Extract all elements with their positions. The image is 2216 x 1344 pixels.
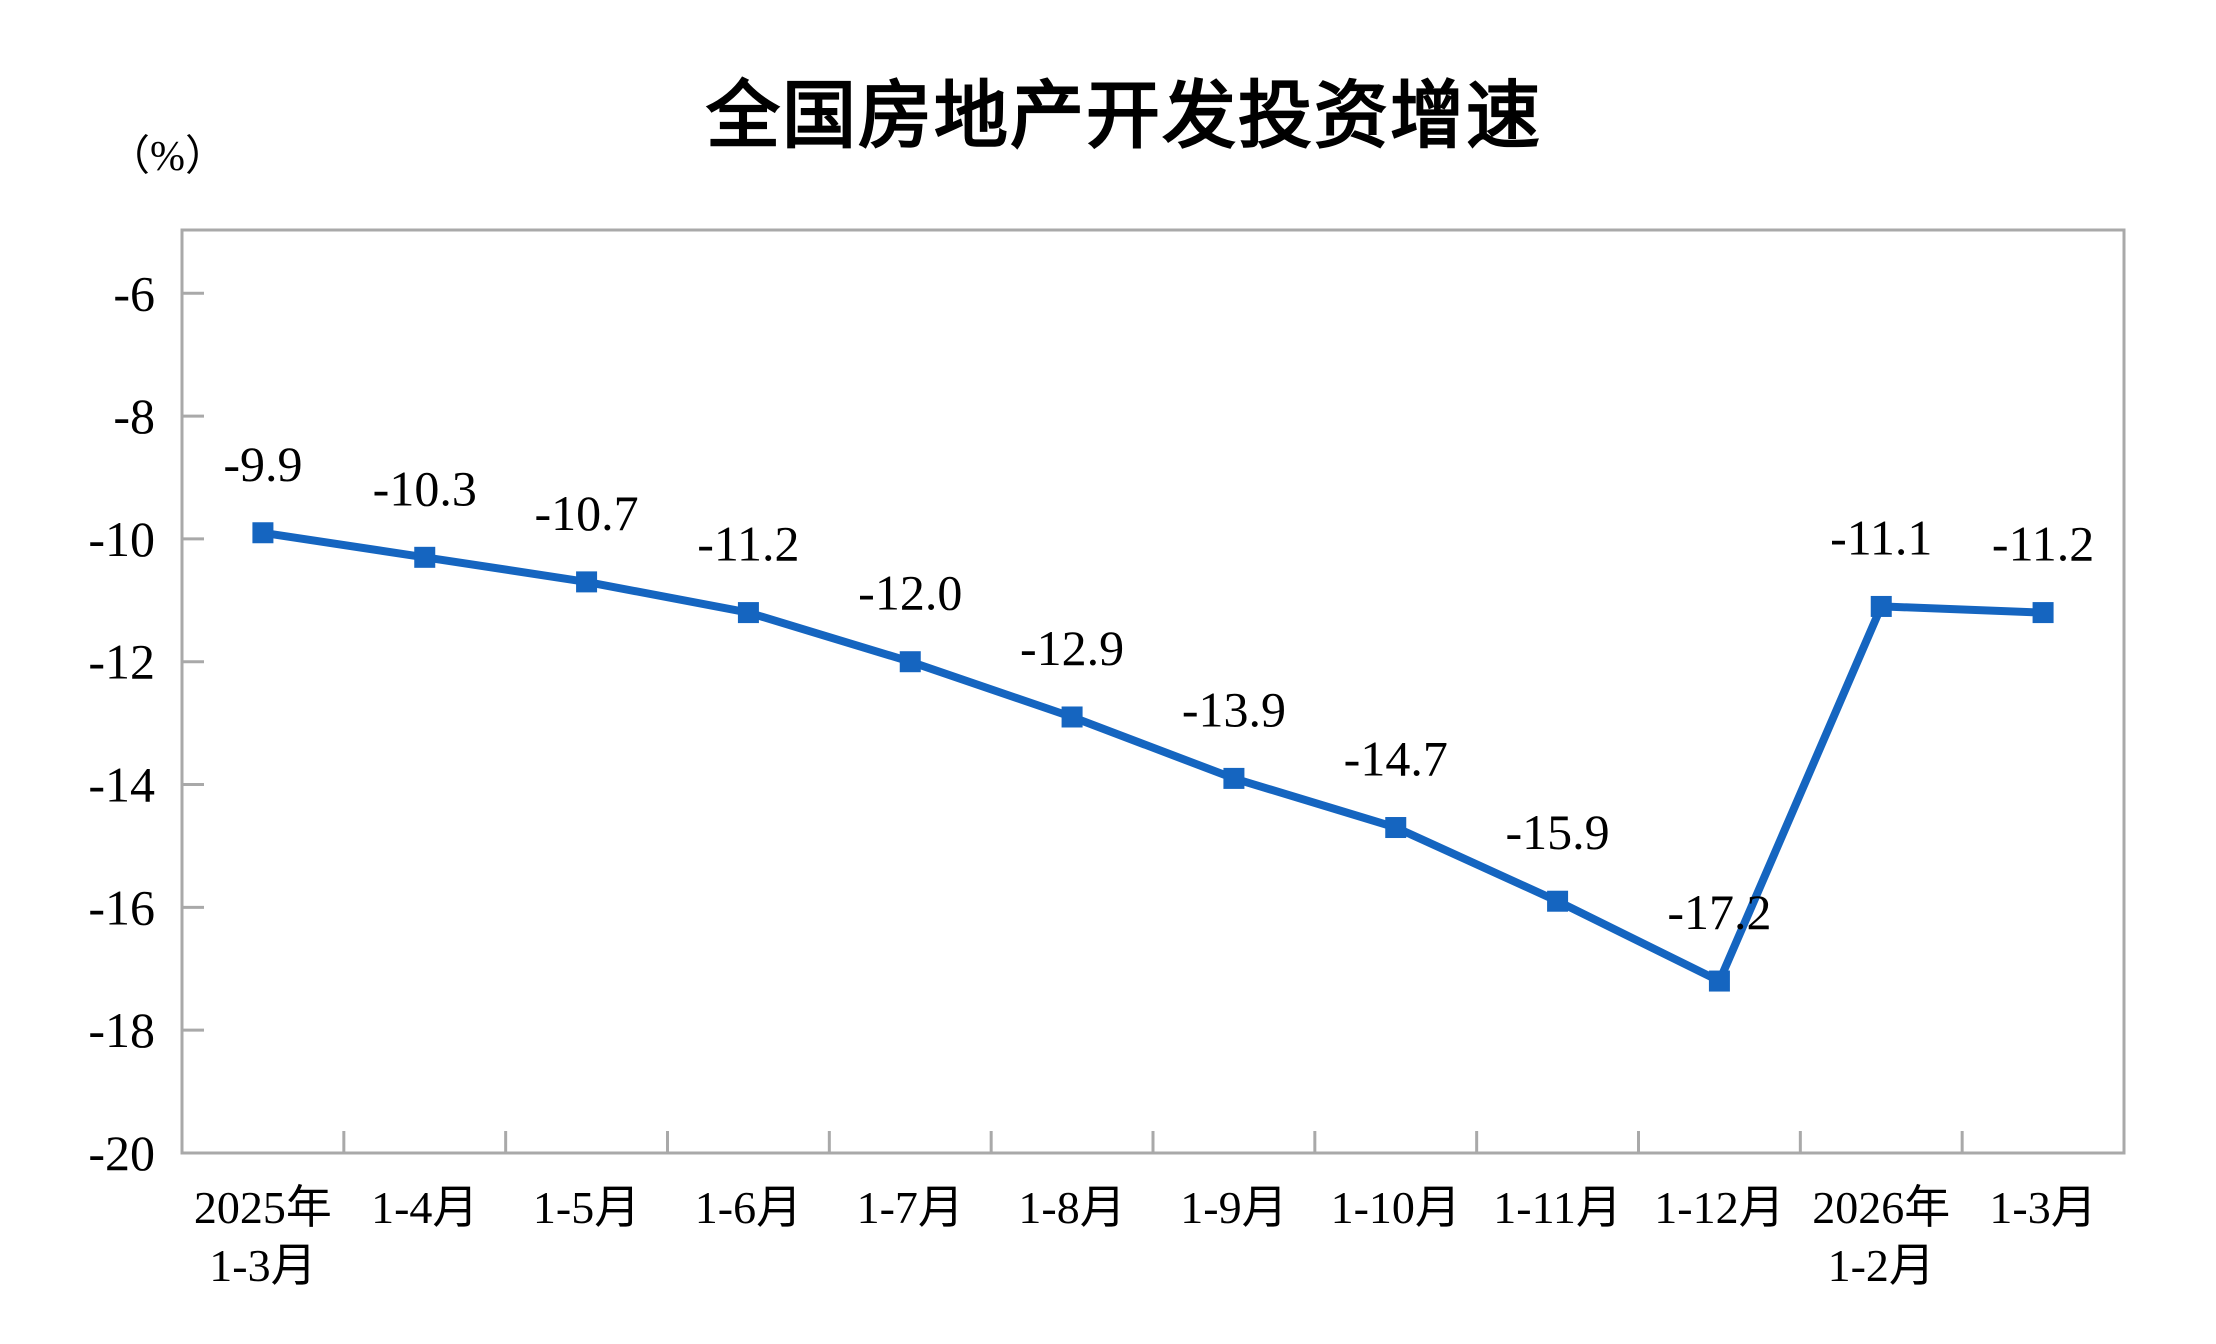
x-axis-category-label: 1-7月 [857,1182,964,1233]
data-point-label: -11.2 [1992,516,2094,572]
data-point-label: -10.7 [535,485,639,541]
data-point-marker [1708,970,1730,992]
data-point-label: -12.0 [858,565,962,621]
data-point-marker [414,546,436,568]
data-point-label: -15.9 [1506,804,1610,860]
data-point-marker [1061,706,1083,728]
x-axis-category-label: 2025年 [194,1182,332,1233]
y-axis-unit-label: （%） [108,134,227,180]
data-point-label: -12.9 [1020,620,1124,676]
x-axis-category-label: 1-8月 [1018,1182,1125,1233]
data-point-marker [576,571,598,593]
y-axis-tick-label: -14 [88,757,155,813]
y-axis-tick-label: -6 [113,265,155,321]
data-point-label: -11.1 [1830,509,1932,565]
data-point-label: -14.7 [1344,731,1448,787]
data-point-marker [899,651,921,673]
x-axis-category-label: 1-11月 [1493,1182,1622,1233]
data-point-label: -17.2 [1667,884,1771,940]
y-axis-tick-label: -10 [88,511,155,567]
x-axis-category-label: 1-9月 [1180,1182,1287,1233]
data-point-label: -11.2 [697,516,799,572]
y-axis-tick-label: -16 [88,879,155,935]
y-axis-tick-label: -20 [88,1125,155,1181]
data-point-label: -9.9 [223,436,302,492]
y-axis-tick-label: -18 [88,1002,155,1058]
x-axis-category-label: 1-4月 [371,1182,478,1233]
x-axis-category-label: 1-12月 [1654,1182,1784,1233]
x-axis-category-label: 1-5月 [533,1182,640,1233]
data-point-marker [1870,595,1892,617]
data-point-label: -10.3 [373,460,477,516]
x-axis-category-label: 1-3月 [209,1240,316,1291]
data-point-marker [1547,890,1569,912]
data-point-marker [737,602,759,624]
x-axis-category-label: 2026年 [1812,1182,1950,1233]
plot-area-border [180,228,2126,1155]
data-point-marker [252,522,274,544]
data-point-marker [1385,817,1407,839]
x-axis-category-label: 1-10月 [1331,1182,1461,1233]
x-axis-category-label: 1-2月 [1828,1240,1935,1291]
y-axis-tick-label: -12 [88,634,155,690]
data-point-marker [2032,602,2054,624]
data-series-line [258,528,2048,986]
data-point-marker [1223,767,1245,789]
data-point-label: -13.9 [1182,681,1286,737]
chart-title: 全国房地产开发投资增速 [706,73,1542,159]
x-axis-category-label: 1-6月 [695,1182,802,1233]
x-axis-category-label: 1-3月 [1989,1182,2096,1233]
y-axis-tick-label: -8 [113,388,155,444]
